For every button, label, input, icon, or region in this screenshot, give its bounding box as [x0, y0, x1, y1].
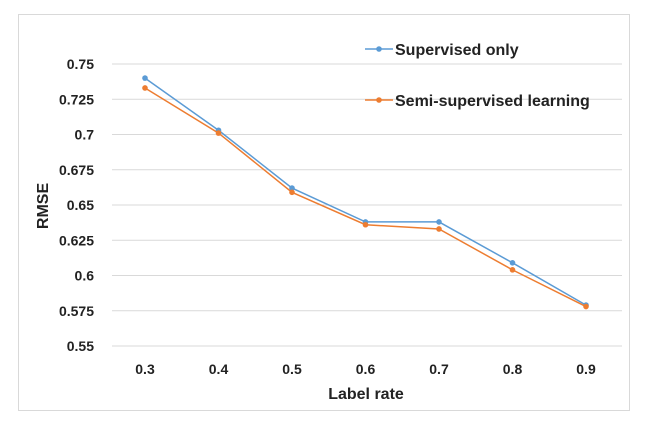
data-point: [142, 75, 148, 81]
legend: Supervised only Semi-supervised learning: [365, 42, 590, 110]
x-tick-label: 0.9: [576, 361, 596, 377]
data-point: [142, 85, 148, 91]
legend-label: Supervised only: [395, 42, 519, 59]
x-tick-label: 0.5: [282, 361, 302, 377]
data-point: [362, 221, 369, 228]
legend-label: Semi-supervised learning: [395, 93, 590, 110]
y-tick-label: 0.725: [59, 91, 94, 107]
x-axis-label: Label rate: [328, 386, 404, 403]
y-tick-label: 0.7: [75, 127, 95, 143]
y-tick-label: 0.625: [59, 232, 94, 248]
legend-item: Semi-supervised learning: [365, 93, 590, 110]
x-tick-label: 0.7: [429, 361, 449, 377]
series-1: [142, 75, 589, 308]
y-tick-label: 0.6: [75, 268, 95, 284]
y-tick-labels: 0.55 0.575 0.6 0.625 0.65 0.675 0.7 0.725 0.75: [59, 56, 94, 354]
y-tick-label: 0.575: [59, 303, 94, 319]
data-point: [509, 267, 516, 273]
chart-frame: [18, 14, 630, 411]
data-point: [583, 303, 589, 310]
legend-marker: [376, 46, 382, 52]
y-tick-label: 0.55: [67, 338, 94, 354]
series-lines: [142, 75, 589, 310]
x-tick-label: 0.3: [135, 361, 155, 377]
legend-item: Supervised only: [365, 42, 519, 59]
series-line: [144, 87, 587, 308]
x-tick-label: 0.6: [356, 361, 376, 377]
data-point: [215, 130, 222, 136]
gridlines: [112, 63, 622, 347]
series-2: [142, 85, 589, 310]
data-point: [289, 189, 295, 196]
legend-marker: [376, 97, 382, 103]
y-tick-label: 0.65: [67, 197, 94, 213]
data-point: [289, 185, 295, 191]
y-tick-label: 0.675: [59, 162, 94, 178]
x-tick-label: 0.8: [503, 361, 523, 377]
y-tick-label: 0.75: [67, 56, 94, 72]
data-point: [509, 260, 516, 266]
x-tick-label: 0.4: [209, 361, 229, 377]
x-tick-labels: 0.3 0.4 0.5 0.6 0.7 0.8 0.9: [135, 361, 596, 377]
data-point: [436, 219, 442, 225]
data-point: [436, 226, 442, 232]
series-line: [144, 77, 587, 306]
y-axis-label: RMSE: [35, 183, 52, 230]
